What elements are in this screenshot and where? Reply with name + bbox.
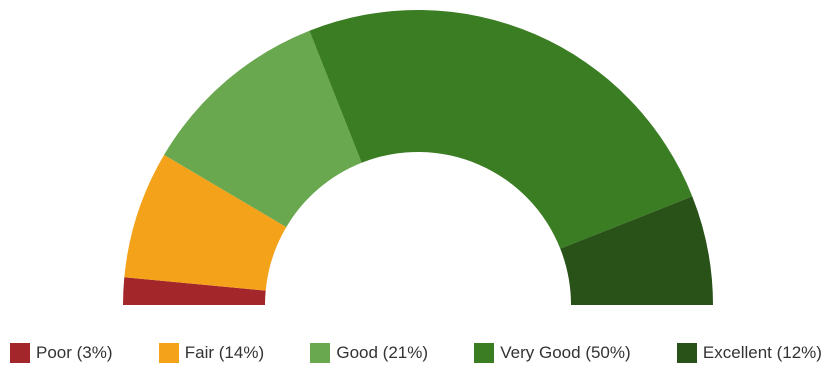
slice-fair[interactable] bbox=[124, 154, 287, 291]
legend-item-poor[interactable]: Poor (3%) bbox=[10, 343, 113, 363]
legend-item-excellent[interactable]: Excellent (12%) bbox=[676, 343, 822, 363]
slice-very-good[interactable] bbox=[309, 10, 693, 249]
slice-good[interactable] bbox=[164, 30, 362, 228]
legend-label-very-good: Very Good (50%) bbox=[500, 343, 631, 362]
legend-label-good: Good (21%) bbox=[336, 343, 429, 362]
legend-label-excellent: Excellent (12%) bbox=[702, 343, 822, 362]
legend-swatch-very-good bbox=[474, 343, 495, 363]
slice-excellent[interactable] bbox=[560, 196, 713, 305]
legend-label-fair: Fair (14%) bbox=[184, 343, 265, 362]
legend-swatch-good bbox=[310, 343, 331, 363]
legend-swatch-fair bbox=[158, 343, 179, 363]
legend-swatch-excellent bbox=[676, 343, 697, 363]
legend-item-very-good[interactable]: Very Good (50%) bbox=[474, 343, 631, 363]
legend-label-poor: Poor (3%) bbox=[36, 343, 113, 362]
slice-poor[interactable] bbox=[123, 277, 266, 305]
legend-item-good[interactable]: Good (21%) bbox=[310, 343, 428, 363]
semi-donut-chart bbox=[123, 10, 713, 305]
slices-group bbox=[123, 10, 713, 305]
legend-swatch-poor bbox=[10, 343, 30, 363]
legend-item-fair[interactable]: Fair (14%) bbox=[158, 343, 265, 363]
chart-legend: Poor (3%) Fair (14%) Good (21%) Very Goo… bbox=[10, 341, 822, 365]
